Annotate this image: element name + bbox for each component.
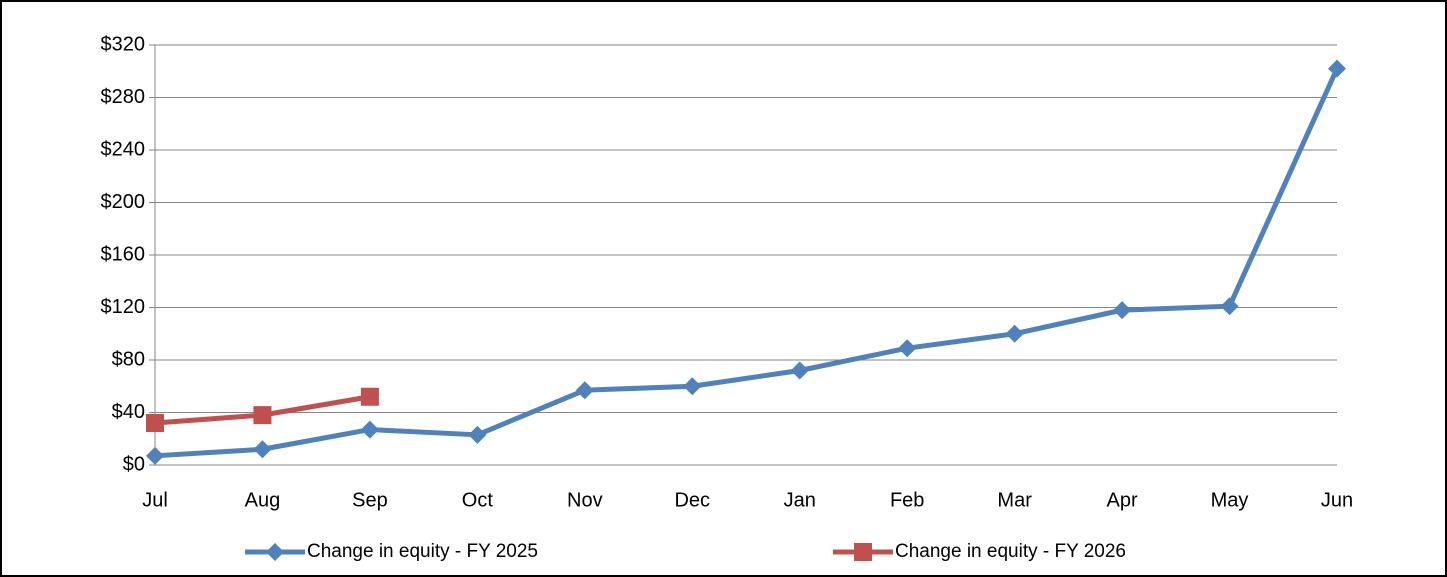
x-tick-label: Jan bbox=[784, 489, 816, 511]
x-tick-label: Mar bbox=[997, 489, 1032, 511]
marker bbox=[360, 387, 379, 406]
marker bbox=[898, 339, 917, 358]
x-tick-label: Jul bbox=[142, 489, 168, 511]
marker bbox=[266, 543, 284, 561]
x-tick-label: May bbox=[1211, 489, 1249, 511]
y-tick-label: $80 bbox=[112, 348, 145, 370]
y-tick-label: $160 bbox=[101, 243, 146, 265]
marker bbox=[854, 543, 872, 561]
y-tick-label: $200 bbox=[101, 191, 146, 213]
y-tick-label: $320 bbox=[101, 33, 146, 55]
marker bbox=[1220, 297, 1239, 316]
x-tick-label: Sep bbox=[352, 489, 388, 511]
legend-label: Change in equity - FY 2026 bbox=[895, 541, 1126, 562]
legend-label: Change in equity - FY 2025 bbox=[307, 541, 538, 562]
marker bbox=[468, 425, 487, 444]
marker bbox=[360, 420, 379, 439]
marker bbox=[790, 361, 809, 380]
y-tick-label: $40 bbox=[112, 401, 145, 423]
marker bbox=[253, 440, 272, 459]
x-tick-label: Aug bbox=[245, 489, 281, 511]
series-line bbox=[154, 67, 1340, 459]
marker bbox=[1113, 301, 1132, 320]
marker bbox=[146, 446, 164, 465]
x-tick-label: Nov bbox=[567, 489, 603, 511]
x-tick-label: Jun bbox=[1321, 489, 1353, 511]
y-tick-label: $120 bbox=[101, 296, 146, 318]
y-tick-label: $240 bbox=[101, 138, 146, 160]
y-tick-label: $280 bbox=[101, 86, 146, 108]
marker bbox=[1328, 59, 1346, 78]
x-tick-label: Feb bbox=[890, 489, 924, 511]
x-tick-label: Dec bbox=[674, 489, 710, 511]
legend: Change in equity - FY 2025 Change in equi… bbox=[245, 541, 1126, 562]
marker bbox=[575, 381, 594, 400]
x-tick-label: Apr bbox=[1107, 489, 1138, 511]
marker bbox=[683, 377, 702, 396]
marker bbox=[253, 406, 272, 425]
marker bbox=[146, 414, 164, 432]
x-tick-label: Oct bbox=[462, 489, 494, 511]
marker bbox=[1005, 324, 1024, 343]
y-tick-label: $0 bbox=[123, 453, 145, 475]
